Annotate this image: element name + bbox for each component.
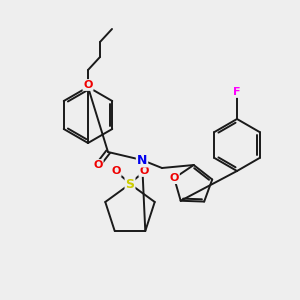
Text: O: O [93, 160, 103, 170]
Text: O: O [111, 166, 121, 176]
Text: O: O [83, 80, 93, 90]
Text: O: O [169, 173, 179, 183]
Text: S: S [125, 178, 134, 190]
Text: N: N [137, 154, 147, 166]
Text: F: F [233, 87, 241, 97]
Text: O: O [139, 166, 149, 176]
